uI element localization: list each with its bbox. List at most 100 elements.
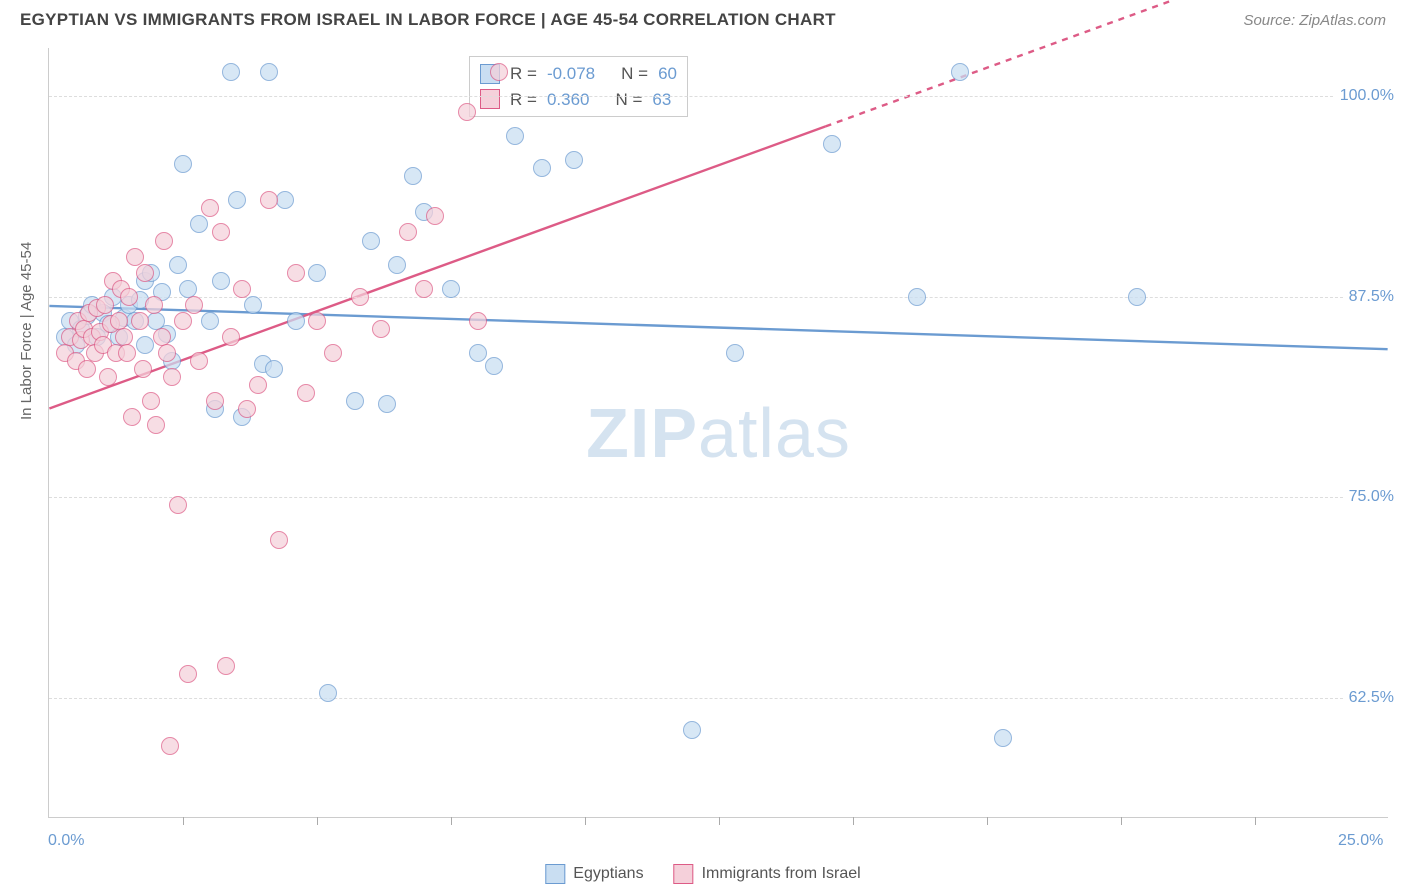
x-tick — [1255, 817, 1256, 825]
data-point — [260, 63, 278, 81]
data-point — [265, 360, 283, 378]
gridline — [49, 96, 1388, 97]
data-point — [163, 368, 181, 386]
legend-r-value: 0.360 — [547, 87, 590, 113]
legend-r-label: R = — [510, 87, 537, 113]
data-point — [222, 328, 240, 346]
data-point — [206, 392, 224, 410]
data-point — [1128, 288, 1146, 306]
data-point — [233, 280, 251, 298]
chart-title: EGYPTIAN VS IMMIGRANTS FROM ISRAEL IN LA… — [20, 10, 836, 30]
data-point — [190, 352, 208, 370]
data-point — [123, 408, 141, 426]
data-point — [260, 191, 278, 209]
data-point — [190, 215, 208, 233]
data-point — [490, 63, 508, 81]
data-point — [228, 191, 246, 209]
legend-swatch-icon — [480, 89, 500, 109]
data-point — [270, 531, 288, 549]
data-point — [362, 232, 380, 250]
data-point — [287, 264, 305, 282]
data-point — [276, 191, 294, 209]
data-point — [324, 344, 342, 362]
data-point — [78, 360, 96, 378]
data-point — [217, 657, 235, 675]
data-point — [351, 288, 369, 306]
x-tick — [317, 817, 318, 825]
data-point — [346, 392, 364, 410]
data-point — [120, 288, 138, 306]
data-point — [174, 155, 192, 173]
data-point — [378, 395, 396, 413]
data-point — [244, 296, 262, 314]
data-point — [142, 392, 160, 410]
trend-lines — [49, 48, 1388, 817]
data-point — [506, 127, 524, 145]
data-point — [174, 312, 192, 330]
y-axis-title: In Labor Force | Age 45-54 — [18, 242, 35, 420]
data-point — [308, 312, 326, 330]
legend-n-value: 63 — [652, 87, 671, 113]
data-point — [388, 256, 406, 274]
data-point — [201, 312, 219, 330]
data-point — [118, 344, 136, 362]
legend-label: Immigrants from Israel — [702, 865, 861, 883]
y-tick-label: 100.0% — [1334, 87, 1394, 105]
y-tick-label: 75.0% — [1343, 488, 1394, 506]
data-point — [222, 63, 240, 81]
x-tick — [1121, 817, 1122, 825]
y-tick-label: 62.5% — [1343, 689, 1394, 707]
legend-item: Egyptians — [545, 864, 643, 884]
gridline — [49, 698, 1388, 699]
data-point — [185, 296, 203, 314]
data-point — [951, 63, 969, 81]
data-point — [297, 384, 315, 402]
data-point — [308, 264, 326, 282]
data-point — [131, 312, 149, 330]
data-point — [319, 684, 337, 702]
data-point — [161, 737, 179, 755]
legend-item: Immigrants from Israel — [674, 864, 861, 884]
x-tick — [183, 817, 184, 825]
data-point — [415, 280, 433, 298]
data-point — [469, 312, 487, 330]
x-axis-max-label: 25.0% — [1338, 832, 1383, 850]
x-tick — [451, 817, 452, 825]
legend-swatch-icon — [545, 864, 565, 884]
data-point — [399, 223, 417, 241]
legend-row: R = -0.078 N = 60 — [480, 61, 677, 87]
data-point — [287, 312, 305, 330]
chart-source: Source: ZipAtlas.com — [1243, 12, 1386, 29]
legend-label: Egyptians — [573, 865, 643, 883]
legend-n-label: N = — [615, 87, 642, 113]
data-point — [155, 232, 173, 250]
data-point — [485, 357, 503, 375]
data-point — [201, 199, 219, 217]
x-tick — [719, 817, 720, 825]
data-point — [726, 344, 744, 362]
legend-r-label: R = — [510, 61, 537, 87]
x-tick — [987, 817, 988, 825]
data-point — [426, 207, 444, 225]
chart-header: EGYPTIAN VS IMMIGRANTS FROM ISRAEL IN LA… — [0, 0, 1406, 36]
x-tick — [585, 817, 586, 825]
data-point — [126, 248, 144, 266]
data-point — [136, 264, 154, 282]
data-point — [469, 344, 487, 362]
data-point — [908, 288, 926, 306]
series-legend: Egyptians Immigrants from Israel — [545, 864, 860, 884]
data-point — [442, 280, 460, 298]
data-point — [565, 151, 583, 169]
data-point — [134, 360, 152, 378]
y-tick-label: 87.5% — [1343, 288, 1394, 306]
scatter-chart: ZIPatlas R = -0.078 N = 60 R = 0.360 N =… — [48, 48, 1388, 818]
data-point — [158, 344, 176, 362]
data-point — [533, 159, 551, 177]
legend-n-value: 60 — [658, 61, 677, 87]
data-point — [823, 135, 841, 153]
data-point — [147, 416, 165, 434]
data-point — [145, 296, 163, 314]
legend-n-label: N = — [621, 61, 648, 87]
x-axis-min-label: 0.0% — [48, 832, 84, 850]
data-point — [238, 400, 256, 418]
